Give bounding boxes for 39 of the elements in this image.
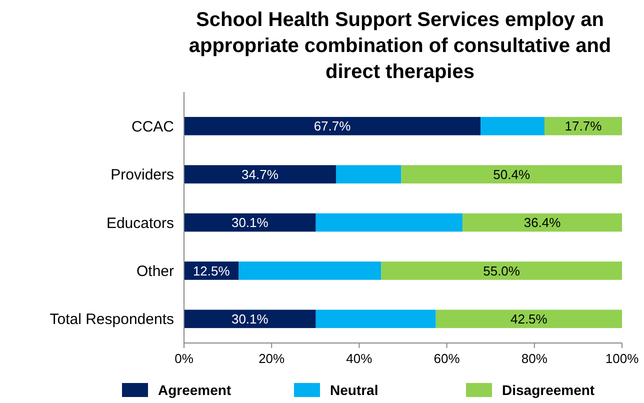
legend-label: Agreement bbox=[158, 382, 232, 398]
legend-label: Disagreement bbox=[502, 382, 595, 398]
data-label: 34.7% bbox=[242, 166, 279, 182]
y-tick-label: CCAC bbox=[131, 118, 174, 136]
data-label: 50.4% bbox=[493, 166, 530, 182]
y-tick-label: Providers bbox=[110, 166, 174, 184]
data-label: 67.7% bbox=[314, 118, 352, 134]
data-label: 42.5% bbox=[510, 311, 548, 326]
bar bbox=[184, 213, 316, 232]
y-tick-label: Educators bbox=[106, 214, 174, 232]
y-tick-label: Total Respondents bbox=[50, 311, 174, 328]
bar bbox=[184, 116, 481, 136]
bar bbox=[184, 165, 336, 184]
data-label: 36.4% bbox=[524, 215, 562, 230]
bar bbox=[316, 213, 463, 232]
data-label: 17.7% bbox=[564, 118, 602, 134]
legend-label: Neutral bbox=[330, 382, 378, 398]
bar bbox=[381, 262, 622, 280]
bar bbox=[462, 213, 622, 232]
bar bbox=[316, 310, 436, 328]
x-tick-label: 60% bbox=[434, 351, 460, 366]
bar bbox=[480, 116, 544, 136]
x-tick-label: 100% bbox=[605, 351, 640, 366]
bar bbox=[184, 310, 316, 328]
x-tick-label: 0% bbox=[174, 351, 194, 366]
data-label: 12.5% bbox=[192, 263, 230, 278]
bar bbox=[336, 165, 402, 184]
bar bbox=[436, 310, 622, 328]
data-label: 30.1% bbox=[231, 215, 269, 230]
data-label: 55.0% bbox=[483, 263, 520, 278]
x-tick-label: 20% bbox=[258, 351, 286, 366]
bar bbox=[401, 165, 622, 184]
data-label: 30.1% bbox=[231, 311, 269, 326]
bar bbox=[238, 262, 382, 280]
x-tick-label: 80% bbox=[521, 351, 548, 366]
x-tick-label: 40% bbox=[346, 351, 373, 366]
bar bbox=[544, 116, 622, 136]
y-tick-label: Other bbox=[136, 262, 174, 280]
chart-title: School Health Support Services employ an appropriate combination of consultative and direct therapies bbox=[188, 9, 612, 83]
